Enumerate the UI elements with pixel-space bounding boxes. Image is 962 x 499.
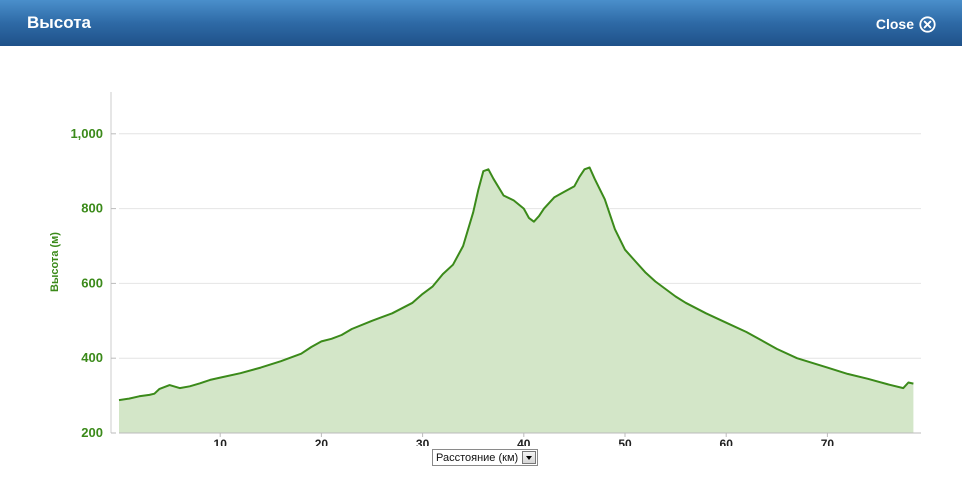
y-tick-label: 800 (81, 201, 103, 216)
y-axis-label: Высота (м) (49, 232, 61, 292)
close-label: Close (875, 16, 914, 32)
elevation-line (118, 166, 914, 402)
y-tick-label: 1,000 (70, 126, 103, 141)
x-tick-label: 10 (214, 437, 228, 446)
elevation-area (119, 167, 914, 433)
close-button[interactable]: Close (876, 14, 936, 34)
x-tick-label: 30 (416, 437, 430, 446)
x-tick-label: 50 (618, 437, 632, 446)
x-axis-unit-select[interactable]: Расстояние (км) (432, 449, 539, 466)
dialog-title: Высота (27, 13, 91, 32)
elevation-chart: 200 400 600 800 1,000 10 20 30 40 50 60 70 Высота (… (49, 92, 921, 446)
x-tick-label: 20 (315, 437, 329, 446)
x-tick-label: 60 (720, 437, 734, 446)
y-tick-label: 400 (81, 350, 103, 365)
x-tick-label: 40 (517, 437, 531, 446)
dialog-titlebar: Высота Close (0, 0, 962, 46)
close-circle-icon[interactable] (919, 15, 936, 33)
y-tick-label: 600 (81, 275, 103, 290)
dropdown-arrow-icon[interactable] (522, 451, 537, 464)
x-axis-unit-select-value: Расстояние (км) (436, 451, 519, 464)
y-tick-label: 200 (81, 425, 103, 440)
x-tick-label: 70 (821, 437, 835, 446)
